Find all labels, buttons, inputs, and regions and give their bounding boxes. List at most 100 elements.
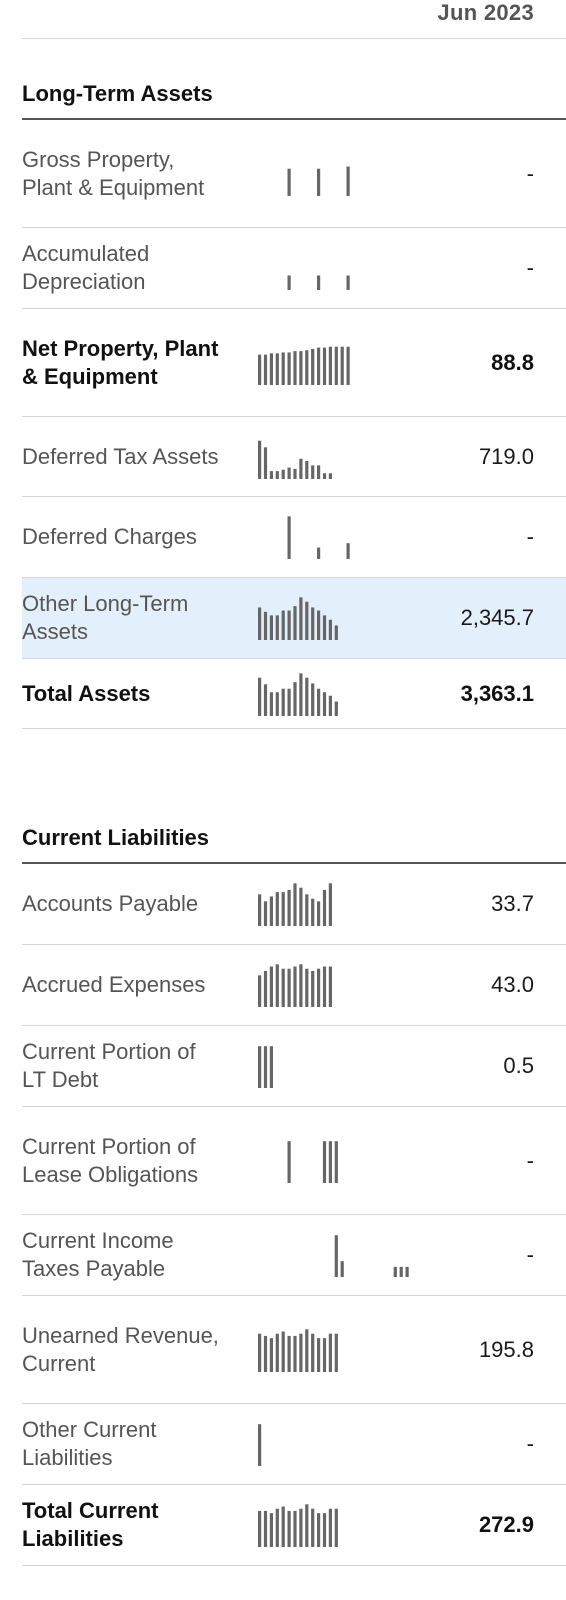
sparkline-bar [293,468,297,479]
sparkline-bar [258,1333,262,1372]
sparkline-bar [275,691,279,716]
row-current-portion-lease-obligations[interactable]: Current Portion of Lease Obligations - [22,1107,566,1215]
row-current-portion-lt-debt[interactable]: Current Portion of LT Debt 0.5 [22,1026,566,1107]
sparkline-bar [317,464,321,479]
sparkline-bar [263,970,268,1007]
sparkline-bar [317,901,321,926]
sparkline-bar [263,354,268,385]
sparkline-bar [287,688,291,716]
sparkline-bar [311,1508,315,1547]
sparkline-chart [258,597,338,640]
sparkline-bar [334,625,338,640]
sparkline-bar [399,1266,403,1277]
sparkline-bar [269,1337,273,1372]
sparkline-bar [328,346,332,385]
sparkline-bar [269,1046,273,1088]
sparkline-bar [322,1337,327,1372]
sparkline-bar [305,460,309,479]
sparkline-bar [293,681,297,716]
sparkline-bar [269,615,273,640]
sparkline-chart [258,346,350,385]
sparkline-bar [287,610,291,640]
row-value: 43.0 [491,972,534,997]
row-value: - [526,255,534,280]
sparkline-bar [281,1331,285,1372]
sparkline-chart [287,166,350,196]
sparkline-bar [322,1140,327,1183]
sparkline-bar [317,168,321,196]
sparkline-bar [328,619,332,640]
sparkline-bar [328,966,332,1007]
sparkline-bar [263,1510,268,1547]
row-accumulated-depreciation[interactable]: Accumulated Depreciation - [22,228,566,309]
sparkline-bar [317,688,321,716]
row-value: 2,345.7 [460,605,534,630]
sparkline-chart [334,1235,409,1277]
sparkline-bar [293,606,297,640]
sparkline-bar [393,1266,397,1277]
sparkline-chart [258,672,338,716]
sparkline-bar [269,691,273,716]
sparkline-bar [258,607,262,640]
row-label: Deferred Charges [22,524,197,549]
row-label: Gross Property, Plant & Equipment [22,146,205,200]
sparkline-chart [287,1140,338,1183]
sparkline-bar [275,470,279,479]
row-deferred-tax-assets[interactable]: Deferred Tax Assets 719.0 [22,417,566,497]
sparkline-bar [311,970,315,1007]
row-current-income-taxes-payable[interactable]: Current Income Taxes Payable - [22,1215,566,1296]
sparkline-bar [281,351,285,385]
sparkline-bar [322,966,327,1007]
row-net-property-plant-equipment[interactable]: Net Property, Plant & Equipment 88.8 [22,309,566,417]
sparkline-bar [322,1513,327,1547]
row-deferred-charges[interactable]: Deferred Charges - [22,497,566,578]
sparkline-bar [287,1140,291,1183]
section-title-text: Long-Term Assets [22,81,213,106]
sparkline-bar [275,892,279,926]
sparkline-chart [258,1046,273,1088]
row-label: Current Income Taxes Payable [22,1228,174,1281]
sparkline-bar [299,964,303,1007]
row-value: 195.8 [478,1336,534,1362]
sparkline-bar [328,472,332,479]
sparkline-bar [258,894,262,926]
sparkline-bar [287,1335,291,1372]
row-gross-property-plant-equipment[interactable]: Gross Property, Plant & Equipment - [22,120,566,228]
sparkline-bar [299,1333,303,1372]
sparkline-bar [311,898,315,926]
sparkline-bar [263,1046,268,1088]
sparkline-bar [305,1504,309,1547]
sparkline-bar [275,352,279,385]
row-label: Unearned Revenue, Current [22,1322,219,1376]
sparkline-bar [269,896,273,926]
sparkline-bar [258,975,262,1007]
sparkline-bar [281,892,285,926]
row-accounts-payable[interactable]: Accounts Payable 33.7 [22,864,566,945]
sparkline-bar [322,691,327,716]
sparkline-bar [334,1235,338,1277]
row-other-long-term-assets[interactable]: Other Long-Term Assets 2,345.7 [22,578,566,659]
sparkline-bar [328,883,332,926]
sparkline-bar [305,1328,309,1372]
sparkline-bar [275,1333,279,1372]
sparkline-bar [281,968,285,1007]
sparkline-bar [258,1424,262,1466]
section-title-current-liabilities: Current Liabilities [22,729,566,864]
row-unearned-revenue-current[interactable]: Unearned Revenue, Current 195.8 [22,1296,566,1404]
row-accrued-expenses[interactable]: Accrued Expenses 43.0 [22,945,566,1026]
row-total-assets[interactable]: Total Assets 3,363.1 [22,659,566,729]
sparkline-bar [299,597,303,640]
sparkline-bar [322,347,327,385]
sparkline-bar [305,601,309,640]
row-other-current-liabilities[interactable]: Other Current Liabilities - [22,1404,566,1485]
row-label: Current Portion of LT Debt [22,1039,196,1092]
sparkline-chart [258,964,332,1007]
sparkline-bar [281,1506,285,1547]
sparkline-bar [346,275,350,290]
sparkline-bar [305,677,309,716]
row-total-current-liabilities[interactable]: Total Current Liabilities 272.9 [22,1485,566,1566]
row-label: Accounts Payable [22,891,199,916]
sparkline-chart [258,1328,338,1372]
sparkline-bar [263,1335,268,1372]
